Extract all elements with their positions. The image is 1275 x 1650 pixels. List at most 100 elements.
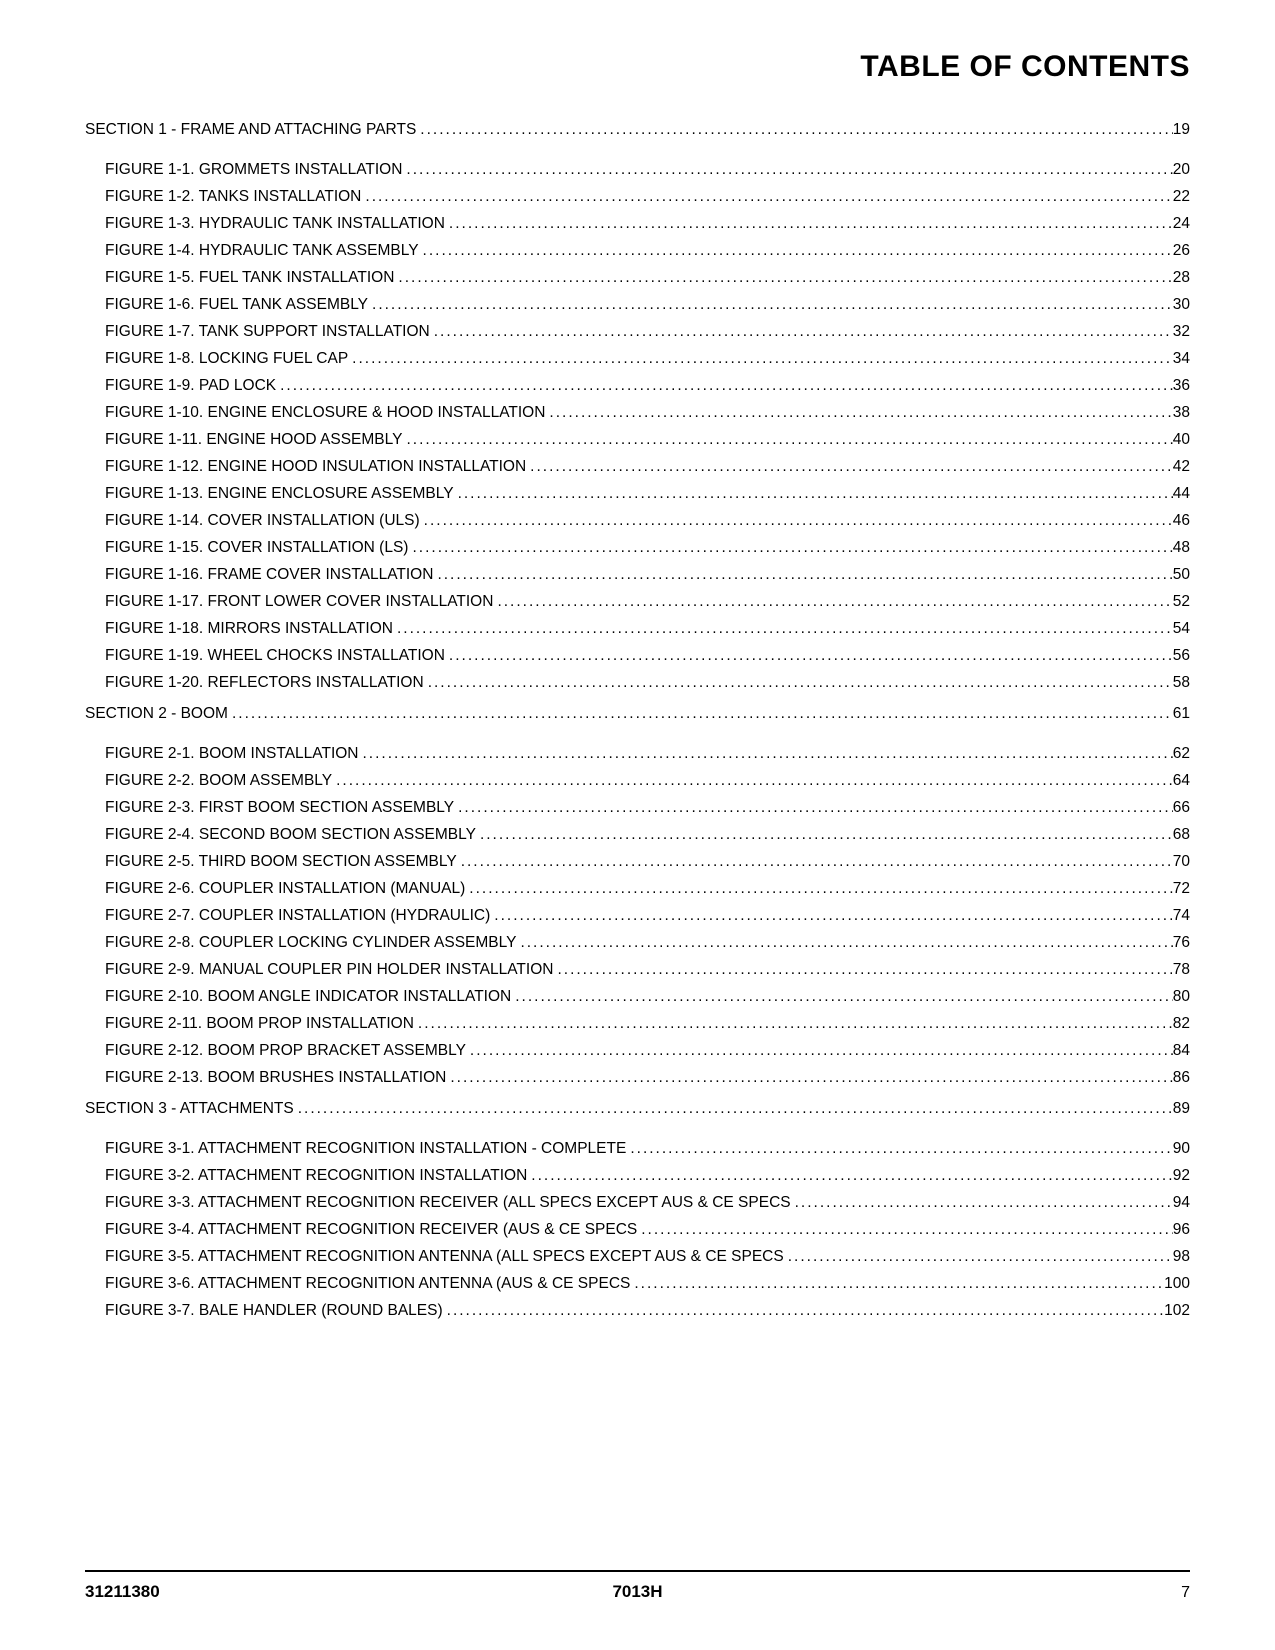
toc-dot-leader [493, 594, 1172, 610]
toc-entry-page: 84 [1173, 1043, 1190, 1059]
toc-dot-leader [784, 1249, 1173, 1265]
toc-dot-leader [402, 432, 1172, 448]
toc-figure-row: FIGURE 1-14. COVER INSTALLATION (ULS) 46 [105, 513, 1190, 529]
toc-entry-page: 42 [1173, 459, 1190, 475]
toc-entry-page: 20 [1173, 162, 1190, 178]
toc-entry-page: 70 [1173, 854, 1190, 870]
toc-dot-leader [276, 378, 1173, 394]
toc-entry-label: FIGURE 1-4. HYDRAULIC TANK ASSEMBLY [105, 243, 419, 259]
toc-dot-leader [430, 324, 1173, 340]
toc-figure-row: FIGURE 1-9. PAD LOCK 36 [105, 378, 1190, 394]
toc-dot-leader [791, 1195, 1173, 1211]
footer-page-number: 7 [1181, 1584, 1190, 1602]
toc-figure-row: FIGURE 1-4. HYDRAULIC TANK ASSEMBLY 26 [105, 243, 1190, 259]
toc-figure-row: FIGURE 2-5. THIRD BOOM SECTION ASSEMBLY … [105, 854, 1190, 870]
toc-dot-leader [419, 243, 1173, 259]
toc-dot-leader [526, 459, 1173, 475]
page-footer: 31211380 7013H 7 [85, 1570, 1190, 1602]
toc-dot-leader [368, 297, 1173, 313]
toc-section-row: SECTION 2 - BOOM 61 [85, 706, 1190, 722]
toc-dot-leader [332, 773, 1173, 789]
toc-entry-page: 26 [1173, 243, 1190, 259]
toc-entry-page: 56 [1173, 648, 1190, 664]
toc-entry-label: FIGURE 1-16. FRAME COVER INSTALLATION [105, 567, 433, 583]
toc-entry-label: FIGURE 2-7. COUPLER INSTALLATION (HYDRAU… [105, 908, 490, 924]
toc-figure-row: FIGURE 1-10. ENGINE ENCLOSURE & HOOD INS… [105, 405, 1190, 421]
toc-dot-leader [545, 405, 1172, 421]
page-container: TABLE OF CONTENTS SECTION 1 - FRAME AND … [0, 0, 1275, 1318]
toc-entry-label: FIGURE 2-12. BOOM PROP BRACKET ASSEMBLY [105, 1043, 466, 1059]
toc-entry-label: FIGURE 1-12. ENGINE HOOD INSULATION INST… [105, 459, 526, 475]
toc-entry-page: 98 [1173, 1249, 1190, 1265]
toc-entry-page: 82 [1173, 1016, 1190, 1032]
toc-dot-leader [361, 189, 1172, 205]
toc-entry-label: FIGURE 2-10. BOOM ANGLE INDICATOR INSTAL… [105, 989, 511, 1005]
toc-entry-page: 80 [1173, 989, 1190, 1005]
toc-figure-row: FIGURE 1-19. WHEEL CHOCKS INSTALLATION 5… [105, 648, 1190, 664]
toc-entry-page: 96 [1173, 1222, 1190, 1238]
toc-entry-page: 94 [1173, 1195, 1190, 1211]
toc-figure-row: FIGURE 1-6. FUEL TANK ASSEMBLY 30 [105, 297, 1190, 313]
toc-entry-label: FIGURE 1-8. LOCKING FUEL CAP [105, 351, 348, 367]
toc-figure-row: FIGURE 1-3. HYDRAULIC TANK INSTALLATION … [105, 216, 1190, 232]
toc-entry-page: 58 [1173, 675, 1190, 691]
toc-entry-label: FIGURE 1-9. PAD LOCK [105, 378, 276, 394]
toc-figure-row: FIGURE 3-7. BALE HANDLER (ROUND BALES) 1… [105, 1303, 1190, 1319]
toc-figure-row: FIGURE 1-11. ENGINE HOOD ASSEMBLY 40 [105, 432, 1190, 448]
toc-dot-leader [446, 1070, 1172, 1086]
toc-entry-label: FIGURE 2-6. COUPLER INSTALLATION (MANUAL… [105, 881, 465, 897]
toc-dot-leader [228, 706, 1173, 722]
toc-entry-label: FIGURE 1-6. FUEL TANK ASSEMBLY [105, 297, 368, 313]
toc-entry-page: 72 [1173, 881, 1190, 897]
toc-entry-label: FIGURE 1-11. ENGINE HOOD ASSEMBLY [105, 432, 402, 448]
toc-figure-row: FIGURE 3-4. ATTACHMENT RECOGNITION RECEI… [105, 1222, 1190, 1238]
toc-figure-row: FIGURE 1-8. LOCKING FUEL CAP 34 [105, 351, 1190, 367]
toc-figure-row: FIGURE 2-4. SECOND BOOM SECTION ASSEMBLY… [105, 827, 1190, 843]
toc-entry-label: FIGURE 1-17. FRONT LOWER COVER INSTALLAT… [105, 594, 493, 610]
toc-entry-label: FIGURE 2-8. COUPLER LOCKING CYLINDER ASS… [105, 935, 516, 951]
toc-dot-leader [408, 540, 1172, 556]
toc-figure-row: FIGURE 2-1. BOOM INSTALLATION 62 [105, 746, 1190, 762]
page-title: TABLE OF CONTENTS [85, 50, 1190, 84]
toc-entry-page: 30 [1173, 297, 1190, 313]
toc-figure-row: FIGURE 1-12. ENGINE HOOD INSULATION INST… [105, 459, 1190, 475]
toc-entry-label: FIGURE 2-9. MANUAL COUPLER PIN HOLDER IN… [105, 962, 553, 978]
toc-entry-page: 52 [1173, 594, 1190, 610]
toc-dot-leader [457, 854, 1173, 870]
toc-dot-leader [465, 881, 1172, 897]
toc-figure-row: FIGURE 1-7. TANK SUPPORT INSTALLATION 32 [105, 324, 1190, 340]
toc-dot-leader [511, 989, 1173, 1005]
toc-entry-label: SECTION 2 - BOOM [85, 706, 228, 722]
toc-figure-row: FIGURE 2-9. MANUAL COUPLER PIN HOLDER IN… [105, 962, 1190, 978]
table-of-contents: SECTION 1 - FRAME AND ATTACHING PARTS 19… [85, 122, 1190, 1318]
footer-center-model: 7013H [612, 1582, 662, 1602]
toc-entry-label: FIGURE 1-14. COVER INSTALLATION (ULS) [105, 513, 420, 529]
toc-entry-page: 38 [1173, 405, 1190, 421]
toc-entry-page: 102 [1164, 1303, 1190, 1319]
toc-entry-page: 100 [1164, 1276, 1190, 1292]
toc-entry-page: 68 [1173, 827, 1190, 843]
toc-figure-row: FIGURE 1-5. FUEL TANK INSTALLATION 28 [105, 270, 1190, 286]
toc-dot-leader [420, 513, 1173, 529]
toc-entry-label: SECTION 3 - ATTACHMENTS [85, 1101, 294, 1117]
toc-dot-leader [626, 1141, 1172, 1157]
toc-entry-page: 28 [1173, 270, 1190, 286]
toc-entry-page: 64 [1173, 773, 1190, 789]
toc-figure-row: FIGURE 2-7. COUPLER INSTALLATION (HYDRAU… [105, 908, 1190, 924]
toc-figure-row: FIGURE 2-10. BOOM ANGLE INDICATOR INSTAL… [105, 989, 1190, 1005]
toc-figure-row: FIGURE 3-5. ATTACHMENT RECOGNITION ANTEN… [105, 1249, 1190, 1265]
toc-figure-row: FIGURE 1-2. TANKS INSTALLATION 22 [105, 189, 1190, 205]
toc-figure-row: FIGURE 2-13. BOOM BRUSHES INSTALLATION 8… [105, 1070, 1190, 1086]
toc-figure-row: FIGURE 1-16. FRAME COVER INSTALLATION 50 [105, 567, 1190, 583]
toc-entry-label: FIGURE 1-15. COVER INSTALLATION (LS) [105, 540, 408, 556]
toc-entry-label: FIGURE 1-2. TANKS INSTALLATION [105, 189, 361, 205]
toc-dot-leader [490, 908, 1172, 924]
toc-dot-leader [553, 962, 1172, 978]
toc-entry-label: FIGURE 3-5. ATTACHMENT RECOGNITION ANTEN… [105, 1249, 784, 1265]
toc-dot-leader [466, 1043, 1173, 1059]
toc-entry-page: 54 [1173, 621, 1190, 637]
toc-entry-page: 76 [1173, 935, 1190, 951]
toc-dot-leader [454, 800, 1173, 816]
toc-entry-page: 90 [1173, 1141, 1190, 1157]
toc-entry-page: 89 [1173, 1101, 1190, 1117]
